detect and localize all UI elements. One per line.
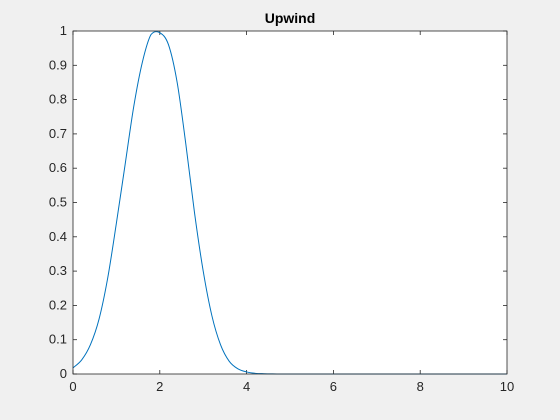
axes-box — [72, 30, 508, 375]
x-tick-label: 4 — [243, 379, 250, 394]
y-tick-label: 0.1 — [49, 332, 67, 347]
x-tick-label: 0 — [69, 379, 76, 394]
plot-area — [73, 31, 507, 374]
y-tick-label: 0.3 — [49, 263, 67, 278]
y-tick-label: 0 — [60, 366, 67, 381]
y-tick-label: 0.5 — [49, 195, 67, 210]
y-tick-label: 0.4 — [49, 229, 67, 244]
y-tick-label: 0.6 — [49, 160, 67, 175]
x-tick-label: 2 — [156, 379, 163, 394]
y-tick-label: 1 — [60, 23, 67, 38]
x-tick-label: 10 — [500, 379, 514, 394]
x-tick-label: 6 — [330, 379, 337, 394]
y-tick-label: 0.7 — [49, 126, 67, 141]
y-tick-label: 0.9 — [49, 57, 67, 72]
y-tick-label: 0.8 — [49, 92, 67, 107]
y-tick-label: 0.2 — [49, 297, 67, 312]
chart-title: Upwind — [265, 10, 316, 26]
x-tick-label: 8 — [417, 379, 424, 394]
